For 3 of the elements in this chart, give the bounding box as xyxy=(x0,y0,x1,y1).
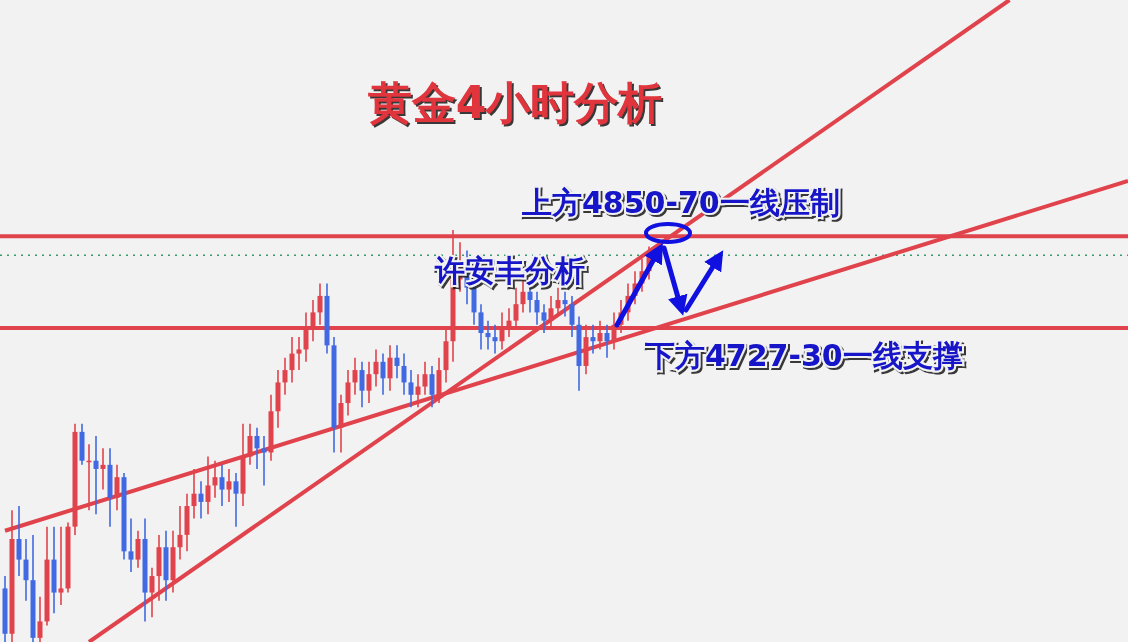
annotation: 下方4727-30一线支撑 xyxy=(644,338,963,373)
chart-title: 黄金4小时分析 xyxy=(367,77,663,128)
text: 上方4850-70一线压制 xyxy=(521,185,840,220)
